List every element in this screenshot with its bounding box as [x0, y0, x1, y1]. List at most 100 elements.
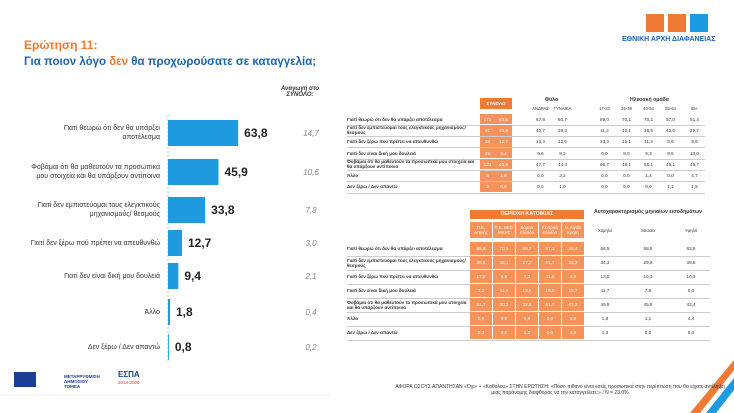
- projection-title: Αναγωγή στο ΣΥΝΟΛΟ:: [280, 86, 320, 98]
- row-line: [347, 136, 705, 138]
- table-cell: 70,1: [622, 116, 631, 122]
- row-label: Φοβάμαι ότι θα μαθευτούν τα προσωπικά μο…: [347, 159, 475, 170]
- logo-shape: [668, 14, 686, 32]
- question-emphasis: δεν: [109, 56, 129, 68]
- table-cell: 0,0: [537, 173, 544, 179]
- column-header: Π.Ε. ΘΕΣ/ΝΙΚΗΣ: [493, 222, 515, 238]
- table-cell: 67,8: [536, 116, 545, 122]
- table-cell: 47,7: [536, 161, 545, 167]
- table-cell: 43,0: [666, 127, 675, 133]
- value-label: 12,7: [188, 236, 212, 250]
- category-label: Γιατί δεν ξέρω πού πρέπει να απευθυνθώ: [30, 239, 160, 247]
- column-header: ΓΥΝΑΙΚΑ: [553, 106, 572, 111]
- table-cell: 40,7: [536, 127, 545, 133]
- table-cell: 36,5: [644, 127, 653, 133]
- logo-label: ΜΕΤΑΡΡΥΘΜΙΣΗ ΔΗΜΟΣΙΟΥ ΤΟΜΕΑ: [64, 374, 100, 389]
- category-label: Γιατί δεν είναι δική μου δουλειά: [64, 272, 160, 280]
- column-header: Ν. Αιγαίο Κρήτη: [562, 222, 584, 238]
- question: Για ποιον λόγο δεν θα προχωρούσατε σε κα…: [24, 56, 316, 68]
- row-label: Δεν ξέρω / Δεν απαντώ: [347, 184, 398, 190]
- table-cell: 45,1: [666, 161, 675, 167]
- table-cell: 13,5: [600, 274, 610, 279]
- table-cell: 3,2: [470, 284, 492, 297]
- column-header: ΑΝΔΡΑΣ: [532, 106, 549, 111]
- logo-label: 2014-2020: [118, 380, 140, 385]
- table-cell: 9,3: [645, 150, 652, 156]
- table-cell: 10,3: [643, 274, 653, 279]
- table-cell: 63,8: [495, 114, 512, 125]
- column-header: 55-64: [665, 106, 676, 111]
- table-cell: 0,8: [470, 312, 492, 325]
- eu-flag: [14, 372, 36, 387]
- table-cell: 0,0: [601, 150, 608, 156]
- table-cell: 0,0: [687, 288, 695, 293]
- column-header: 25-39: [621, 106, 632, 111]
- row-label: Γιατί δεν εμπιστεύομαι τους ελεγκτικούς …: [347, 125, 466, 136]
- table-cell: 45,5: [643, 302, 653, 307]
- group-title: Αυτοχαρακτηρισμός μηνιαίων εισοδημάτων: [593, 208, 703, 215]
- bar: [168, 197, 206, 223]
- table-cell: 5,9: [516, 312, 538, 325]
- question-text: θα προχωρούσατε σε καταγγελία;: [128, 56, 317, 68]
- table-cell: 51,7: [539, 298, 561, 311]
- group-title: Φύλο: [544, 96, 559, 103]
- table-cell: 5,9: [562, 312, 584, 325]
- row-label: Δεν ξέρω / Δεν απαντώ: [347, 330, 398, 335]
- question-text: Για ποιον λόγο: [24, 56, 110, 68]
- table-cell: 0,0: [687, 330, 695, 335]
- category-label: Άλλο: [144, 308, 160, 316]
- table-cell: 11,5: [539, 270, 561, 283]
- table-header: ΣΥΝΟΛΟ: [480, 98, 512, 109]
- table-cell: 0,0: [623, 184, 630, 190]
- table-cell: 35,3: [562, 256, 584, 269]
- table-cell: 5: [480, 170, 495, 181]
- table-cell: 33,8: [495, 125, 512, 136]
- table-cell: 11,2: [600, 127, 609, 133]
- column-header: Μεσαίο: [641, 227, 655, 233]
- group-title: Ηλικιακή ομάδα: [630, 96, 669, 103]
- table-cell: 0,0: [493, 326, 515, 339]
- column-header: 40-54: [643, 106, 654, 111]
- table-cell: 57,0: [666, 116, 675, 122]
- column-header: Βόρεια Ελλάδα: [516, 222, 538, 238]
- value-label: 45,9: [224, 165, 248, 179]
- table-cell: 58,5: [643, 246, 653, 251]
- projection-value: 7,8: [305, 206, 317, 215]
- value-label: 0,8: [175, 340, 192, 354]
- table-cell: 28,3: [558, 127, 567, 133]
- logo-text: ΕΘΝΙΚΗ ΑΡΧΗ ΔΙΑΦΑΝΕΙΑΣ: [622, 36, 716, 43]
- row-label: Γιατί δεν ξέρω πού πρέπει να απευθυνθώ: [347, 274, 438, 279]
- table-cell: 48,1: [622, 161, 631, 167]
- value-label: 63,8: [244, 126, 268, 140]
- table-cell: 60,7: [558, 116, 567, 122]
- row-label: Γιατί θεωρώ ότι δεν θα υπάρξει αποτέλεσμ…: [347, 116, 443, 122]
- table-cell: 4,7: [691, 173, 698, 179]
- row-label: Άλλο: [347, 173, 359, 179]
- table-cell: 0,0: [493, 312, 515, 325]
- table-cell: 63,5: [686, 246, 696, 251]
- bar: [168, 263, 179, 289]
- table-cell: 55,1: [644, 161, 653, 167]
- table-cell: 0,0: [539, 312, 561, 325]
- bar: [168, 334, 169, 360]
- row-label: Γιατί δεν ξέρω πού πρέπει να απευθυνθώ: [347, 139, 438, 145]
- column-header: Χαμηλό: [597, 227, 613, 233]
- table-cell: 171: [480, 114, 495, 125]
- table-cell: 41,7: [539, 256, 561, 269]
- bar: [168, 299, 170, 325]
- table-cell: 13,5: [516, 284, 538, 297]
- table-cell: 0,0: [667, 173, 674, 179]
- logo-label: ΕΣΠΑ: [118, 370, 140, 379]
- table-cell: 66,5: [600, 246, 610, 251]
- table-cell: 69,8: [470, 242, 492, 255]
- row-label: Γιατί θεωρώ ότι δεν θα υπάρξει αποτέλεσμ…: [347, 246, 443, 251]
- category-label: Δεν ξέρω / Δεν απαντώ: [87, 343, 160, 351]
- table-cell: 34,3: [600, 260, 610, 265]
- category-label: Γιατί δεν εμπιστεύομαι τους ελεγκτικούς …: [37, 202, 160, 218]
- table-cell: 89,0: [600, 116, 609, 122]
- table-cell: 45,9: [600, 302, 610, 307]
- table-cell: 34: [480, 136, 495, 147]
- column-header: Κεντρική Ελλάδα: [539, 222, 561, 238]
